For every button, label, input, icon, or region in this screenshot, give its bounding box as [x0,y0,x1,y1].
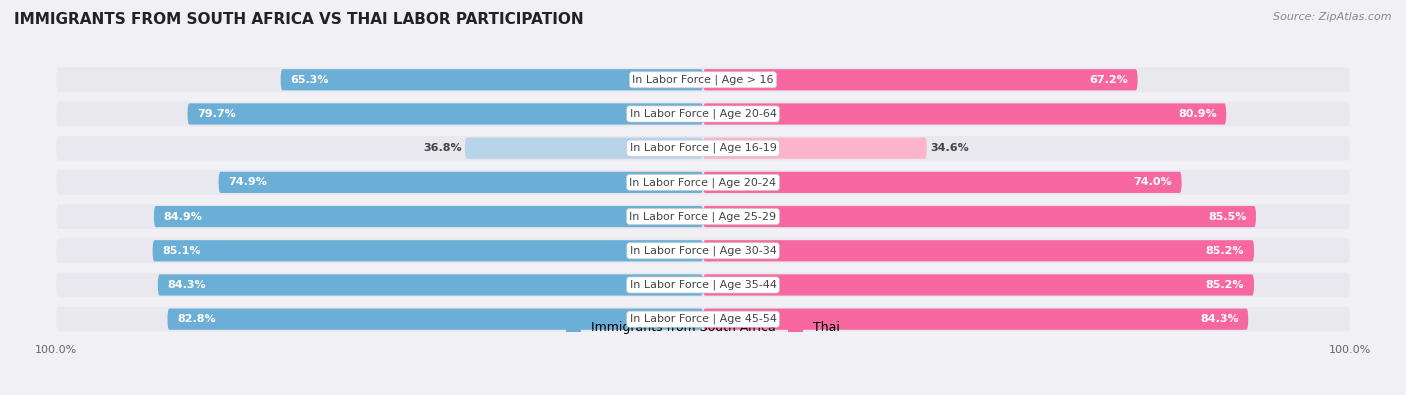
FancyBboxPatch shape [703,172,1181,193]
Text: In Labor Force | Age 16-19: In Labor Force | Age 16-19 [630,143,776,153]
Text: 84.3%: 84.3% [167,280,207,290]
FancyBboxPatch shape [703,206,1256,227]
Text: In Labor Force | Age 35-44: In Labor Force | Age 35-44 [630,280,776,290]
FancyBboxPatch shape [56,136,1350,160]
FancyBboxPatch shape [56,239,1350,263]
Legend: Immigrants from South Africa, Thai: Immigrants from South Africa, Thai [561,316,845,339]
FancyBboxPatch shape [56,204,1350,229]
FancyBboxPatch shape [153,206,703,227]
Text: 80.9%: 80.9% [1178,109,1216,119]
FancyBboxPatch shape [153,240,703,261]
FancyBboxPatch shape [703,308,1249,330]
Text: 85.1%: 85.1% [162,246,201,256]
FancyBboxPatch shape [187,103,703,124]
Text: 84.3%: 84.3% [1199,314,1239,324]
FancyBboxPatch shape [56,170,1350,195]
Text: Source: ZipAtlas.com: Source: ZipAtlas.com [1274,12,1392,22]
FancyBboxPatch shape [167,308,703,330]
Text: In Labor Force | Age 20-24: In Labor Force | Age 20-24 [630,177,776,188]
Text: 84.9%: 84.9% [163,212,202,222]
Text: 36.8%: 36.8% [423,143,461,153]
FancyBboxPatch shape [465,137,703,159]
Text: 82.8%: 82.8% [177,314,215,324]
Text: 67.2%: 67.2% [1090,75,1128,85]
FancyBboxPatch shape [703,137,927,159]
Text: 79.7%: 79.7% [197,109,236,119]
FancyBboxPatch shape [281,69,703,90]
FancyBboxPatch shape [56,307,1350,331]
Text: 85.2%: 85.2% [1206,246,1244,256]
FancyBboxPatch shape [56,273,1350,297]
Text: 34.6%: 34.6% [929,143,969,153]
Text: In Labor Force | Age > 16: In Labor Force | Age > 16 [633,75,773,85]
Text: In Labor Force | Age 30-34: In Labor Force | Age 30-34 [630,246,776,256]
Text: 74.0%: 74.0% [1133,177,1173,187]
FancyBboxPatch shape [56,68,1350,92]
FancyBboxPatch shape [703,275,1254,295]
Text: IMMIGRANTS FROM SOUTH AFRICA VS THAI LABOR PARTICIPATION: IMMIGRANTS FROM SOUTH AFRICA VS THAI LAB… [14,12,583,27]
FancyBboxPatch shape [157,275,703,295]
Text: In Labor Force | Age 20-64: In Labor Force | Age 20-64 [630,109,776,119]
FancyBboxPatch shape [218,172,703,193]
FancyBboxPatch shape [703,103,1226,124]
Text: In Labor Force | Age 25-29: In Labor Force | Age 25-29 [630,211,776,222]
Text: 74.9%: 74.9% [228,177,267,187]
FancyBboxPatch shape [703,69,1137,90]
Text: 85.2%: 85.2% [1206,280,1244,290]
Text: In Labor Force | Age 45-54: In Labor Force | Age 45-54 [630,314,776,324]
FancyBboxPatch shape [703,240,1254,261]
FancyBboxPatch shape [56,102,1350,126]
Text: 85.5%: 85.5% [1208,212,1246,222]
Text: 65.3%: 65.3% [291,75,329,85]
